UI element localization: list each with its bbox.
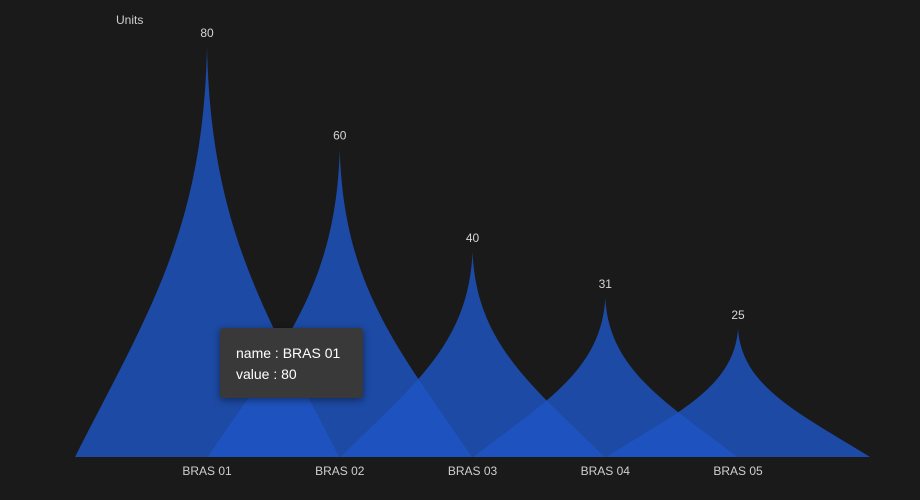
peak-bar[interactable] xyxy=(606,328,870,457)
x-tick-label: BRAS 02 xyxy=(315,464,365,478)
data-label: 60 xyxy=(333,129,347,143)
x-tick-label: BRAS 05 xyxy=(713,464,763,478)
x-tick-label: BRAS 04 xyxy=(581,464,631,478)
x-tick-labels-layer: BRAS 01 BRAS 02 BRAS 03 BRAS 04 BRAS 05 xyxy=(182,464,763,478)
tooltip-name: name : BRAS 01 xyxy=(236,345,341,361)
x-tick-label: BRAS 01 xyxy=(182,464,232,478)
data-label: 80 xyxy=(200,26,214,40)
peak-bar[interactable] xyxy=(340,252,605,457)
tooltip: name : BRAS 01 value : 80 xyxy=(220,328,363,398)
data-label: 31 xyxy=(599,277,613,291)
data-label: 40 xyxy=(466,231,480,245)
x-tick-label: BRAS 03 xyxy=(448,464,498,478)
peaks-layer xyxy=(75,47,870,457)
tooltip-value: value : 80 xyxy=(236,366,297,382)
data-labels-layer: 80 60 40 31 25 xyxy=(200,26,745,322)
data-label: 25 xyxy=(731,308,745,322)
y-axis-label: Units xyxy=(116,13,143,27)
